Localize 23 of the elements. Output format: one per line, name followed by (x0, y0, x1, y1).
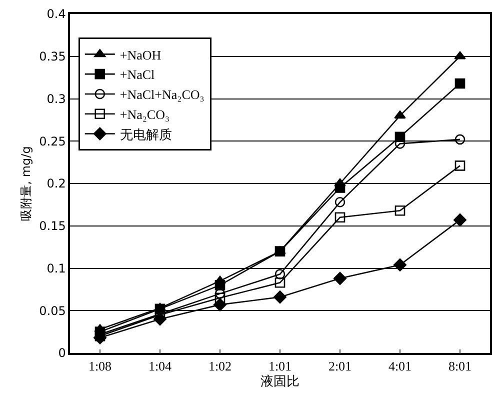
y-tick-label: 0.4 (46, 7, 66, 22)
legend-label: +NaCl (120, 67, 156, 82)
y-axis-title: 吸附量, mg/g (18, 146, 33, 221)
legend-label: +Na₂CO₃ (120, 106, 170, 122)
x-tick-label: 1:08 (88, 358, 112, 374)
x-tick-label: 8:01 (448, 358, 472, 374)
x-tick-label: 4:01 (388, 358, 412, 374)
legend-label: +NaOH (120, 47, 162, 62)
legend-label: +NaCl+Na₂CO₃ (120, 87, 204, 102)
x-axis-title: 液固比 (260, 374, 300, 390)
x-tick-label: 2:01 (328, 358, 352, 374)
y-tick-label: 0.2 (46, 176, 66, 191)
y-tick-label: 0.3 (46, 92, 66, 106)
x-tick-label: 1:04 (148, 358, 172, 374)
y-tick-label: 0.15 (39, 219, 66, 234)
y-tick-label: 0.25 (39, 134, 66, 148)
y-tick-label: 0.1 (46, 261, 66, 276)
y-tick-label: 0.35 (39, 50, 66, 64)
legend-label: 无电解质 (120, 126, 172, 142)
x-tick-label: 1:01 (268, 358, 292, 374)
y-tick-label: 0.05 (39, 304, 66, 318)
x-tick-label: 1:02 (208, 358, 232, 374)
y-tick-label: 0 (58, 346, 66, 360)
